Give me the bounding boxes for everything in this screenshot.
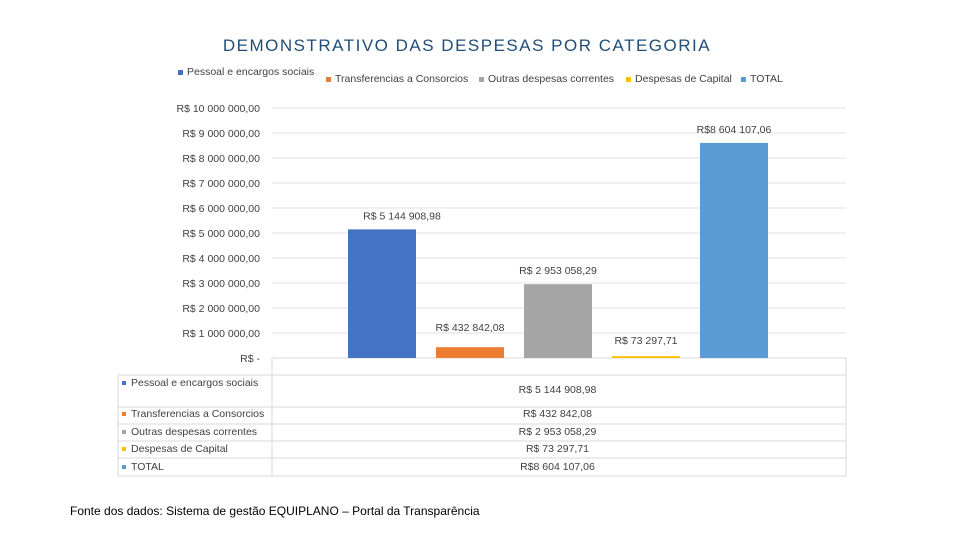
y-tick-label: R$ 2 000 000,00 <box>182 303 260 315</box>
legend-label-pessoal: Pessoal e encargos sociais <box>187 66 315 78</box>
table-row-label-capital: Despesas de Capital <box>122 443 228 455</box>
table-value-pessoal: R$ 5 144 908,98 <box>518 384 597 396</box>
table-swatch-outras <box>122 430 126 434</box>
table-label-text: TOTAL <box>131 461 164 473</box>
table-swatch-total <box>122 465 126 469</box>
bar-3 <box>612 356 680 358</box>
data-label-1: R$ 432 842,08 <box>436 322 505 334</box>
table-label-text: Transferencias a Consorcios <box>131 408 265 420</box>
legend-swatch-total <box>741 76 746 82</box>
y-tick-label: R$ 1 000 000,00 <box>182 328 260 340</box>
legend-swatch-capital <box>626 76 631 82</box>
data-source-note: Fonte dos dados: Sistema de gestão EQUIP… <box>70 504 480 518</box>
legend-swatch-transferencias <box>326 76 331 82</box>
table-row-label-pessoal: Pessoal e encargos sociais <box>122 377 258 389</box>
table-swatch-capital <box>122 447 126 451</box>
legend-item-total: TOTAL <box>741 73 783 85</box>
table-value-outras: R$ 2 953 058,29 <box>518 426 597 438</box>
legend-label-capital: Despesas de Capital <box>635 73 732 85</box>
bar-0 <box>348 229 416 358</box>
bar-2 <box>524 284 592 358</box>
legend-label-total: TOTAL <box>750 73 783 85</box>
legend-item-transferencias: Transferencias a Consorcios <box>326 73 468 85</box>
data-label-0: R$ 5 144 908,98 <box>363 210 441 222</box>
bar-4 <box>700 142 768 358</box>
table-row-label-transferencias: Transferencias a Consorcios <box>122 408 264 420</box>
y-tick-label: R$ - <box>240 353 260 365</box>
y-tick-label: R$ 4 000 000,00 <box>182 253 260 265</box>
y-tick-label: R$ 7 000 000,00 <box>182 178 260 190</box>
table-swatch-transferencias <box>122 412 126 416</box>
table-label-text: Pessoal e encargos sociais <box>131 377 259 389</box>
y-tick-label: R$ 9 000 000,00 <box>182 128 260 140</box>
table-swatch-pessoal <box>122 381 126 385</box>
legend-label-outras: Outras despesas correntes <box>488 73 615 85</box>
legend-item-capital: Despesas de Capital <box>626 73 732 85</box>
data-label-2: R$ 2 953 058,29 <box>519 265 597 277</box>
y-tick-label: R$ 6 000 000,00 <box>182 203 260 215</box>
chart-title: DEMONSTRATIVO DAS DESPESAS POR CATEGORIA <box>222 36 712 55</box>
table-row-label-total: TOTAL <box>122 461 164 473</box>
data-label-3: R$ 73 297,71 <box>614 335 677 347</box>
table-value-transferencias: R$ 432 842,08 <box>523 408 592 420</box>
bar-1 <box>436 347 504 358</box>
y-tick-label: R$ 5 000 000,00 <box>182 228 260 240</box>
legend-item-pessoal: Pessoal e encargos sociais <box>178 66 314 78</box>
legend-swatch-pessoal <box>178 69 183 75</box>
legend-item-outras: Outras despesas correntes <box>479 73 614 85</box>
y-tick-label: R$ 10 000 000,00 <box>177 103 261 115</box>
table-value-capital: R$ 73 297,71 <box>525 443 590 455</box>
legend-swatch-outras <box>479 76 484 82</box>
y-tick-label: R$ 3 000 000,00 <box>182 278 260 290</box>
y-tick-label: R$ 8 000 000,00 <box>182 153 260 165</box>
table-row-label-outras: Outras despesas correntes <box>122 426 257 438</box>
legend-label-transferencias: Transferencias a Consorcios <box>335 73 469 85</box>
table-value-total: R$8 604 107,06 <box>520 461 595 473</box>
table-label-text: Outras despesas correntes <box>131 426 258 438</box>
table-label-text: Despesas de Capital <box>131 443 228 455</box>
data-label-4: R$8 604 107,06 <box>697 124 772 136</box>
